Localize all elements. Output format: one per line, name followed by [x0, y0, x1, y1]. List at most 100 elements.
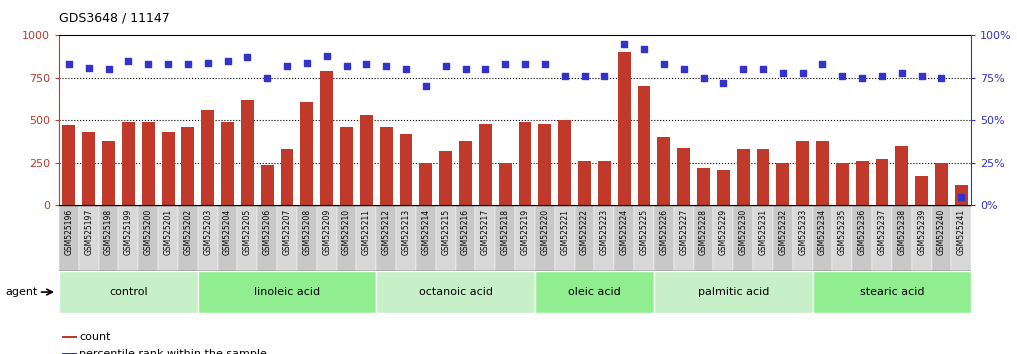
Point [794, 70, 811, 76]
Text: GSM525198: GSM525198 [104, 209, 113, 255]
Bar [397, 205, 416, 271]
Bar [99, 205, 118, 271]
Text: GSM525239: GSM525239 [917, 209, 926, 255]
Text: GSM525226: GSM525226 [659, 209, 668, 255]
Bar [872, 205, 892, 271]
Bar [340, 127, 353, 205]
Text: GSM525233: GSM525233 [798, 209, 807, 255]
Bar [300, 102, 313, 205]
Bar [197, 271, 376, 313]
Text: GSM525216: GSM525216 [461, 209, 470, 255]
Text: GSM525237: GSM525237 [878, 209, 887, 255]
Bar [753, 205, 773, 271]
Text: GSM525228: GSM525228 [699, 209, 708, 255]
Text: GSM525224: GSM525224 [619, 209, 629, 255]
Text: count: count [79, 332, 111, 342]
Text: GSM525220: GSM525220 [540, 209, 549, 255]
Bar [677, 148, 691, 205]
Text: GSM525210: GSM525210 [342, 209, 351, 255]
Text: percentile rank within the sample: percentile rank within the sample [79, 349, 267, 354]
Text: linoleic acid: linoleic acid [254, 287, 320, 297]
Point [675, 67, 692, 72]
Text: oleic acid: oleic acid [569, 287, 620, 297]
Text: GSM525202: GSM525202 [183, 209, 192, 255]
Point [180, 62, 196, 67]
Bar [638, 86, 651, 205]
Bar [141, 122, 155, 205]
Bar [201, 110, 215, 205]
Bar [337, 205, 356, 271]
Bar [813, 205, 832, 271]
Text: GSM525225: GSM525225 [640, 209, 649, 255]
Point [61, 62, 77, 67]
Text: GSM525229: GSM525229 [719, 209, 728, 255]
Bar [320, 71, 334, 205]
Text: GSM525212: GSM525212 [381, 209, 391, 255]
Text: GSM525223: GSM525223 [600, 209, 609, 255]
Bar [535, 205, 555, 271]
Point [616, 41, 633, 47]
Bar [237, 205, 257, 271]
Bar [555, 205, 575, 271]
Point [894, 70, 910, 76]
Bar [776, 163, 789, 205]
Bar [498, 163, 512, 205]
Bar [654, 205, 673, 271]
Text: GSM525201: GSM525201 [164, 209, 173, 255]
Point [259, 75, 276, 81]
Bar [257, 205, 277, 271]
Text: palmitic acid: palmitic acid [698, 287, 769, 297]
Bar [416, 205, 435, 271]
Bar [516, 205, 535, 271]
Bar [538, 124, 551, 205]
Bar [617, 52, 631, 205]
Bar [519, 122, 532, 205]
Bar [654, 271, 813, 313]
Bar [733, 205, 753, 271]
Point [854, 75, 871, 81]
Bar [260, 165, 274, 205]
Text: GSM525232: GSM525232 [778, 209, 787, 255]
Text: GDS3648 / 11147: GDS3648 / 11147 [59, 12, 170, 25]
Point [934, 75, 950, 81]
Bar [657, 137, 670, 205]
Bar [952, 205, 971, 271]
Bar [360, 115, 373, 205]
Bar [118, 205, 138, 271]
Point [358, 62, 374, 67]
Bar [62, 336, 77, 338]
Point [299, 60, 315, 65]
Bar [297, 205, 317, 271]
Point [80, 65, 97, 70]
Bar [62, 125, 75, 205]
Bar [221, 122, 234, 205]
Text: GSM525231: GSM525231 [759, 209, 768, 255]
Text: GSM525221: GSM525221 [560, 209, 570, 255]
Point [418, 84, 434, 89]
Text: stearic acid: stearic acid [859, 287, 924, 297]
Bar [598, 161, 611, 205]
Bar [162, 132, 175, 205]
Text: GSM525209: GSM525209 [322, 209, 332, 255]
Text: GSM525200: GSM525200 [143, 209, 153, 255]
Bar [379, 127, 393, 205]
Point [556, 73, 573, 79]
Point [101, 67, 117, 72]
Text: GSM525204: GSM525204 [223, 209, 232, 255]
Text: GSM525214: GSM525214 [421, 209, 430, 255]
Point [596, 73, 612, 79]
Bar [852, 205, 873, 271]
Point [755, 67, 771, 72]
Point [577, 73, 593, 79]
Bar [59, 271, 197, 313]
Bar [895, 146, 908, 205]
Bar [736, 149, 750, 205]
Bar [578, 161, 591, 205]
Bar [419, 163, 432, 205]
Point [279, 63, 295, 69]
Bar [197, 205, 218, 271]
Bar [62, 353, 77, 354]
Point [874, 73, 890, 79]
Bar [714, 205, 733, 271]
Bar [594, 205, 614, 271]
